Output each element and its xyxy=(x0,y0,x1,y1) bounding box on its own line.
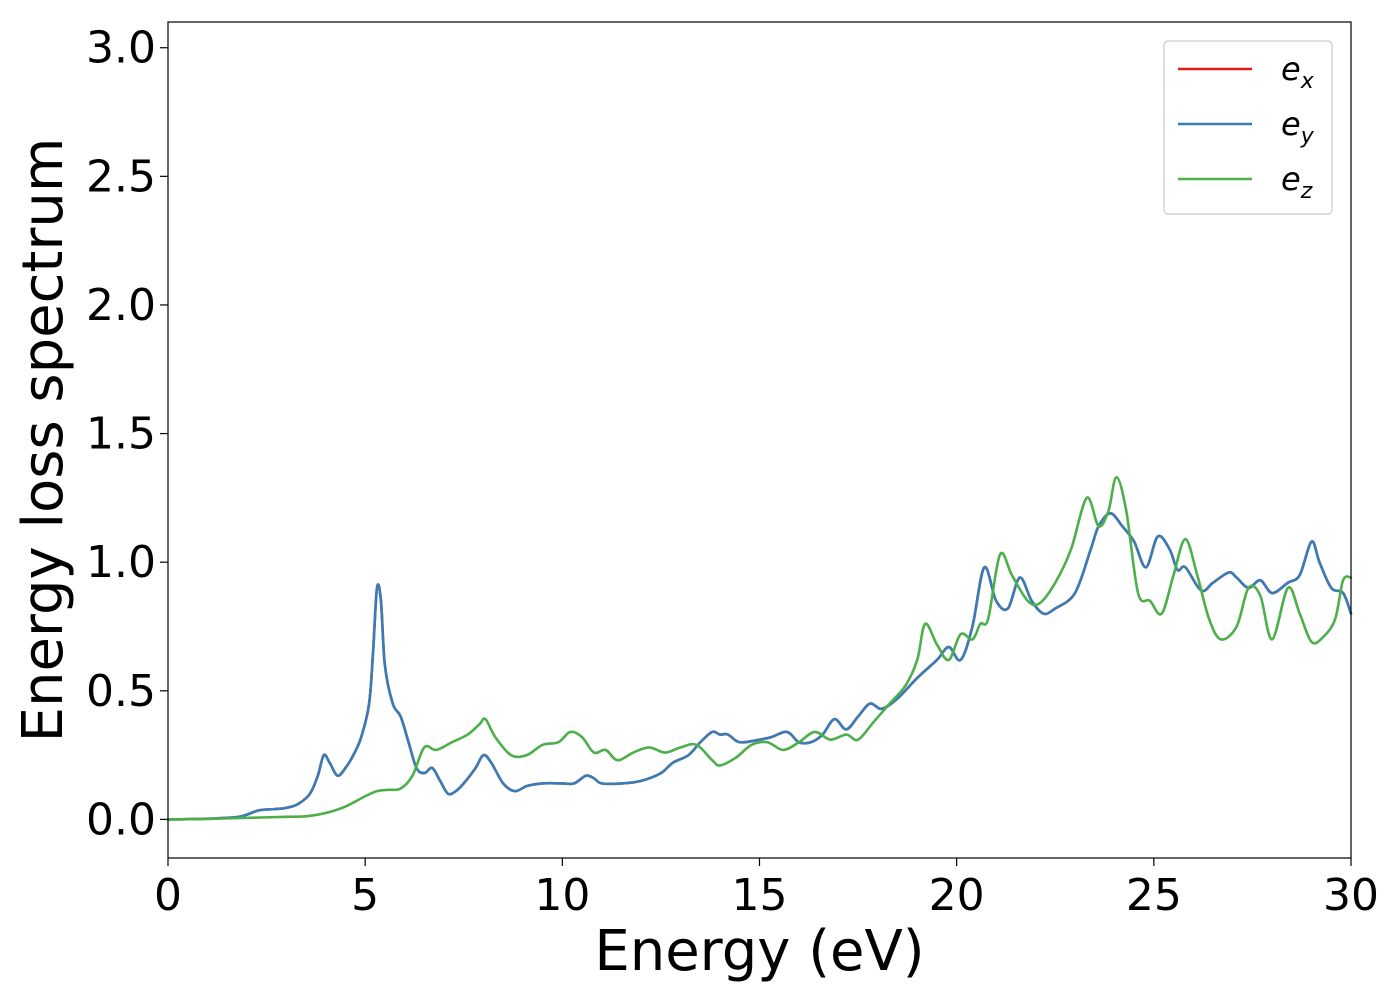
y-tick-label: 1.0 xyxy=(86,537,156,588)
y-tick-label: 0.5 xyxy=(86,666,156,717)
x-axis-ticks: 0 5 10 15 20 25 30 xyxy=(154,858,1379,921)
x-tick-label: 25 xyxy=(1126,870,1182,921)
x-axis-label: Energy (eV) xyxy=(594,919,924,984)
y-tick-label: 1.5 xyxy=(86,409,156,460)
x-tick-label: 10 xyxy=(534,870,590,921)
y-tick-label: 2.0 xyxy=(86,280,156,331)
x-tick-label: 15 xyxy=(732,870,788,921)
legend: ex ey ez xyxy=(1163,40,1333,215)
legend-label-x: ex xyxy=(1281,50,1315,94)
legend-box xyxy=(1163,40,1333,215)
x-tick-label: 30 xyxy=(1323,870,1379,921)
y-tick-label: 3.0 xyxy=(86,23,156,74)
y-tick-label: 2.5 xyxy=(86,151,156,202)
series-line-z xyxy=(166,476,1353,821)
x-tick-label: 0 xyxy=(154,870,182,921)
x-tick-label: 5 xyxy=(351,870,379,921)
series-layer xyxy=(166,476,1353,821)
legend-label-y: ey xyxy=(1281,105,1315,149)
y-axis-ticks: 0.0 0.5 1.0 1.5 2.0 2.5 3.0 xyxy=(86,23,168,845)
legend-items: ex ey ez xyxy=(1178,50,1315,204)
series-line-y xyxy=(166,512,1353,821)
x-tick-label: 20 xyxy=(929,870,985,921)
y-axis-label: Energy loss spectrum xyxy=(11,138,76,743)
legend-label-z: ez xyxy=(1281,160,1313,204)
y-tick-label: 0.0 xyxy=(86,794,156,845)
